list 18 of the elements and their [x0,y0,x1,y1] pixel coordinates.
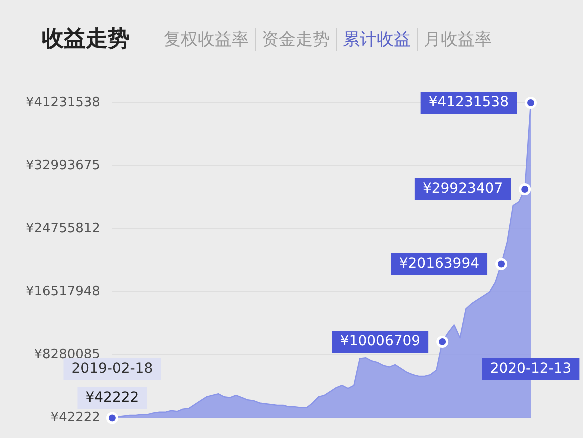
data-label: ¥10006709 [340,334,421,350]
text: 复权收益率 [158,28,256,50]
data-label: ¥20163994 [399,256,480,272]
y-tick-label: ¥42222 [50,410,100,426]
y-tick-label: ¥24755812 [26,221,100,236]
data-label: ¥42222 [86,390,140,406]
text: 累计收益 [337,28,418,50]
x-tick-label: 2020-12-13 [490,360,572,377]
data-label: ¥41231538 [428,94,510,111]
chart-title: 收益走势 [42,26,130,54]
y-tick-label: ¥32993675 [26,158,100,174]
text: 月收益率 [423,28,493,50]
data-label: ¥29923407 [422,181,504,198]
x-tick-label: 2019-02-18 [72,360,154,377]
y-tick-label: ¥8280085 [34,348,100,363]
y-tick-label: ¥41231538 [26,95,100,110]
text: 资金走势 [256,28,337,50]
y-tick-label: ¥16517948 [26,284,100,300]
